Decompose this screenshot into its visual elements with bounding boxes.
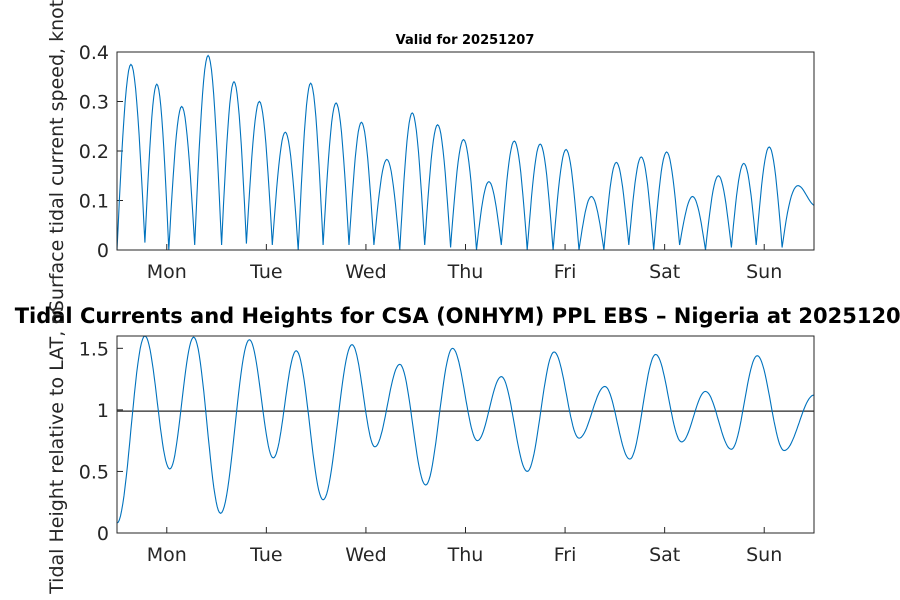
speed-x-tick-label: Mon xyxy=(147,261,187,283)
speed-x-tick-label: Fri xyxy=(554,261,577,283)
speed-y-tick-label: 0.3 xyxy=(79,92,109,114)
height-y-ticks: 0 0.5 1 1.5 xyxy=(79,338,123,545)
height-x-tick-label: Sat xyxy=(649,544,680,566)
speed-x-tick-label: Thu xyxy=(447,261,484,283)
speed-x-ticks: Mon Tue Wed Thu Fri Sat Sun xyxy=(147,244,782,283)
height-series-line xyxy=(116,335,815,524)
speed-y-axis-label: Surface tidal current speed, knots xyxy=(46,0,68,312)
height-x-tick-label: Wed xyxy=(345,544,386,566)
height-x-tick-label: Mon xyxy=(147,544,187,566)
speed-x-tick-label: Sat xyxy=(649,261,680,283)
height-y-tick-label: 1 xyxy=(97,400,109,422)
height-axes-frame xyxy=(116,335,815,534)
speed-y-tick-label: 0.1 xyxy=(79,191,109,213)
speed-series-line xyxy=(116,54,815,251)
speed-x-tick-label: Tue xyxy=(249,261,282,283)
speed-subplot: Valid for 20251207 0 0.1 0.2 0.3 0.4 Mon Tue W… xyxy=(46,0,815,312)
height-y-tick-label: 1.5 xyxy=(79,338,109,360)
height-subplot: Tidal Currents and Heights for CSA (ONHY… xyxy=(15,304,900,595)
speed-chart-title: Valid for 20251207 xyxy=(396,33,535,48)
speed-y-tick-label: 0.4 xyxy=(79,42,109,64)
height-x-ticks: Mon Tue Wed Thu Fri Sat Sun xyxy=(147,527,782,566)
speed-y-ticks: 0 0.1 0.2 0.3 0.4 xyxy=(79,42,123,262)
speed-y-tick-label: 0 xyxy=(97,240,109,262)
height-x-tick-label: Fri xyxy=(554,544,577,566)
height-y-tick-label: 0.5 xyxy=(79,461,109,483)
height-x-tick-label: Thu xyxy=(447,544,484,566)
height-x-tick-label: Tue xyxy=(249,544,282,566)
speed-x-tick-label: Sun xyxy=(746,261,782,283)
speed-axes-frame xyxy=(116,51,815,251)
speed-x-tick-label: Wed xyxy=(345,261,386,283)
height-x-tick-label: Sun xyxy=(746,544,782,566)
height-y-axis-label: Tidal Height relative to LAT, m xyxy=(46,306,68,595)
speed-y-tick-label: 0.2 xyxy=(79,141,109,163)
height-y-tick-label: 0 xyxy=(97,523,109,545)
height-chart-title: Tidal Currents and Heights for CSA (ONHY… xyxy=(15,304,900,328)
